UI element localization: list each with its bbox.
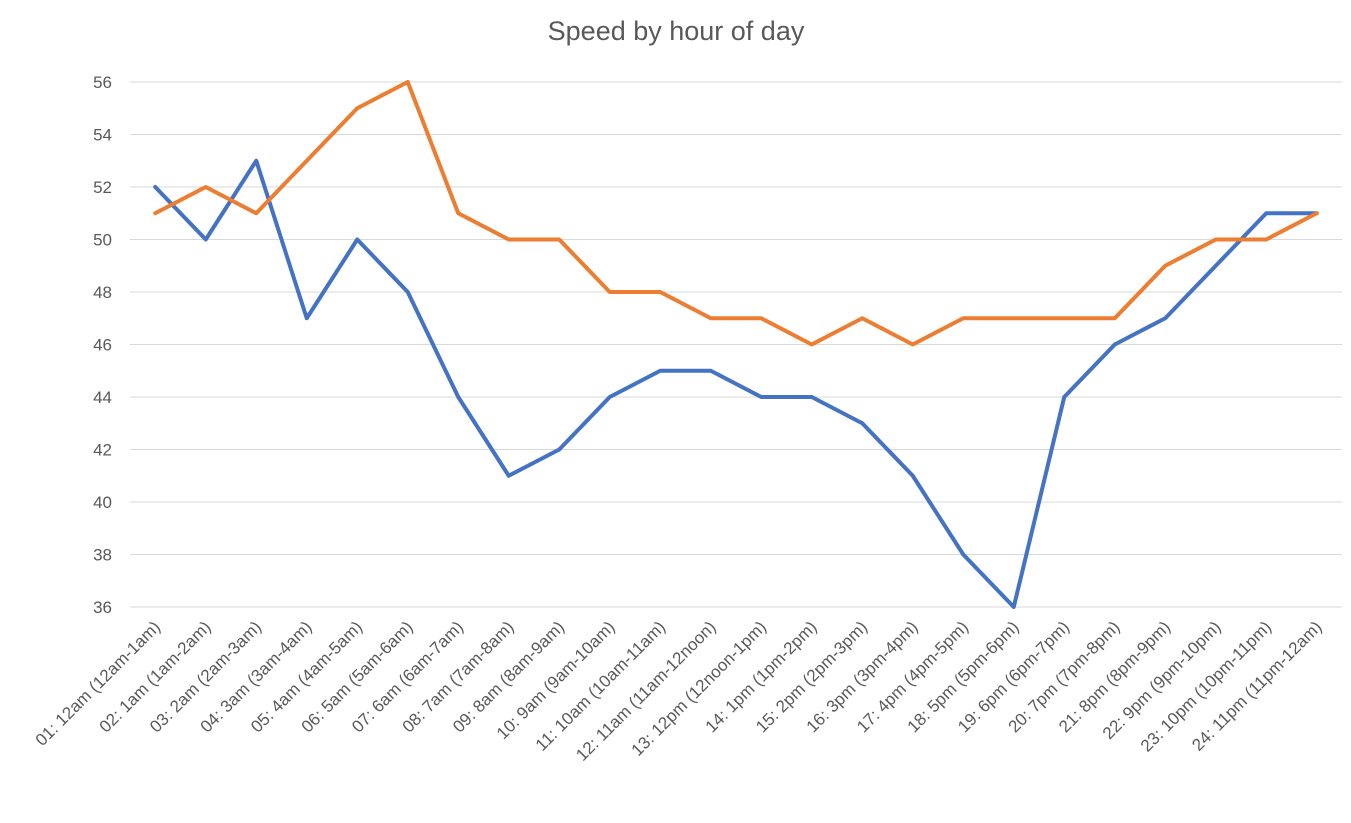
- y-tick-label: 54: [93, 126, 112, 145]
- y-tick-label: 44: [93, 388, 112, 407]
- y-tick-label: 38: [93, 546, 112, 565]
- y-tick-label: 56: [93, 73, 112, 92]
- series-line-1: [153, 158, 1319, 609]
- y-tick-label: 50: [93, 231, 112, 250]
- chart-title: Speed by hour of day: [548, 16, 805, 46]
- y-tick-label: 48: [93, 283, 112, 302]
- y-tick-label: 46: [93, 336, 112, 355]
- y-tick-label: 52: [93, 178, 112, 197]
- series-line-2: [153, 80, 1319, 347]
- y-tick-label: 36: [93, 598, 112, 617]
- y-tick-label: 40: [93, 493, 112, 512]
- y-tick-label: 42: [93, 441, 112, 460]
